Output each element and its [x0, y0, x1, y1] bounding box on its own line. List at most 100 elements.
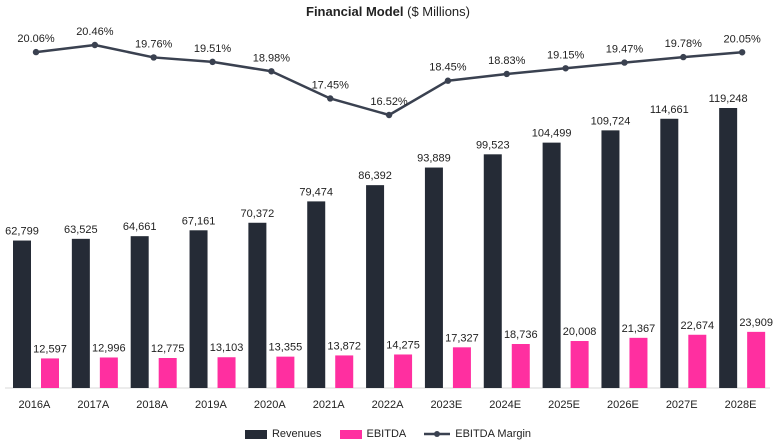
legend-item-margin: EBITDA Margin — [424, 428, 531, 440]
margin-point-2016A — [32, 48, 40, 56]
revenue-bar-2021A — [307, 201, 326, 388]
x-tick-label-2018A: 2018A — [136, 399, 168, 411]
revenue-bar-2028E — [719, 108, 738, 388]
margin-label-2019A: 19.51% — [194, 43, 232, 55]
ebitda-label-2018A: 12,775 — [151, 343, 185, 355]
margin-label-2023E: 18.45% — [429, 62, 467, 74]
revenue-label-2025E: 104,499 — [532, 128, 572, 140]
ebitda-label-2021A: 13,872 — [327, 340, 361, 352]
margin-label-2022A: 16.52% — [370, 96, 408, 108]
ebitda-bar-2024E — [511, 344, 530, 388]
legend-label-margin: EBITDA Margin — [455, 428, 532, 440]
margin-point-2026E — [621, 59, 628, 66]
revenue-bar-2024E — [483, 154, 502, 388]
margin-label-2028E: 20.05% — [723, 33, 761, 45]
margin-point-2017A — [91, 41, 99, 49]
revenue-label-2022A: 86,392 — [358, 170, 392, 182]
x-tick-label-2023E: 2023E — [430, 399, 462, 411]
ebitda-bar-2020A — [276, 356, 295, 388]
revenue-label-2023E: 93,889 — [417, 153, 451, 165]
revenue-bar-2017A — [71, 238, 90, 388]
revenue-bar-2023E — [424, 167, 443, 388]
margin-point-2023E — [444, 77, 452, 84]
legend-swatch-revenues — [244, 429, 267, 439]
revenue-bar-2020A — [248, 222, 267, 388]
margin-label-2018A: 19.76% — [135, 38, 173, 50]
revenue-bar-2016A — [13, 240, 31, 388]
ebitda-label-2016A: 12,597 — [33, 343, 67, 355]
x-tick-label-2022A: 2022A — [372, 399, 404, 411]
legend-label-revenues: Revenues — [271, 428, 322, 440]
ebitda-bar-2018A — [158, 358, 177, 388]
ebitda-bar-2027E — [688, 334, 707, 388]
ebitda-bar-2023E — [452, 347, 471, 388]
revenue-label-2016A: 62,799 — [5, 226, 39, 238]
revenue-label-2018A: 64,661 — [123, 221, 157, 233]
ebitda-bar-2028E — [747, 331, 766, 388]
margin-label-2021A: 17.45% — [312, 79, 350, 91]
x-tick-label-2016A: 2016A — [19, 399, 51, 411]
ebitda-label-2023E: 17,327 — [445, 332, 479, 344]
margin-point-2022A — [385, 111, 393, 119]
ebitda-label-2019A: 13,103 — [210, 342, 244, 354]
margin-label-2024E: 18.83% — [488, 55, 526, 67]
revenue-bar-2027E — [660, 118, 679, 388]
x-tick-label-2024E: 2024E — [489, 399, 521, 411]
revenue-label-2019A: 67,161 — [182, 215, 216, 227]
ebitda-label-2026E: 21,367 — [622, 323, 656, 335]
margin-label-2016A: 20.06% — [17, 33, 55, 45]
revenue-bar-2018A — [130, 236, 149, 388]
ebitda-label-2024E: 18,736 — [504, 329, 538, 341]
ebitda-label-2027E: 22,674 — [680, 320, 714, 332]
ebitda-label-2020A: 13,355 — [269, 342, 303, 354]
margin-point-2020A — [268, 68, 275, 75]
legend-swatch-ebitda — [339, 429, 362, 439]
margin-label-2026E: 19.47% — [606, 44, 644, 56]
margin-point-2024E — [503, 70, 510, 78]
legend-label-ebitda: EBITDA — [366, 428, 407, 440]
revenue-label-2028E: 119,248 — [709, 93, 748, 105]
revenue-label-2024E: 99,523 — [476, 139, 510, 151]
revenue-label-2021A: 79,474 — [299, 186, 333, 198]
x-tick-label-2019A: 2019A — [195, 399, 227, 411]
revenue-bar-2019A — [189, 230, 208, 388]
legend-item-revenues: Revenues — [244, 428, 322, 440]
x-tick-label-2020A: 2020A — [254, 399, 286, 411]
margin-point-2028E — [738, 49, 746, 56]
ebitda-label-2022A: 14,275 — [386, 339, 420, 351]
legend-swatch-margin — [424, 431, 451, 437]
chart-legend: Revenues EBITDA EBITDA Margin — [0, 428, 776, 440]
x-tick-label-2026E: 2026E — [607, 399, 639, 411]
ebitda-label-2028E: 23,909 — [739, 317, 773, 329]
chart-title-suffix: ($ Millions) — [407, 4, 470, 19]
revenue-bar-2022A — [366, 185, 385, 388]
margin-label-2017A: 20.46% — [76, 26, 114, 38]
margin-point-2021A — [327, 95, 334, 102]
x-tick-label-2028E: 2028E — [725, 399, 757, 411]
revenue-label-2026E: 109,724 — [591, 115, 631, 127]
margin-label-2025E: 19.15% — [547, 49, 585, 61]
x-tick-label-2025E: 2025E — [548, 399, 580, 411]
margin-label-2027E: 19.78% — [665, 38, 703, 50]
margin-point-2018A — [150, 54, 157, 61]
legend-item-ebitda: EBITDA — [339, 428, 407, 440]
revenue-bar-2025E — [542, 142, 561, 388]
ebitda-bar-2021A — [335, 355, 354, 388]
x-tick-label-2027E: 2027E — [666, 399, 698, 411]
ebitda-label-2017A: 12,996 — [92, 342, 126, 354]
revenue-bar-2026E — [601, 130, 620, 389]
margin-point-2025E — [562, 65, 569, 72]
margin-point-2027E — [680, 53, 687, 61]
ebitda-label-2025E: 20,008 — [563, 326, 597, 338]
margin-label-2020A: 18.98% — [253, 52, 291, 64]
ebitda-bar-2025E — [570, 341, 589, 388]
x-tick-label-2021A: 2021A — [313, 399, 345, 411]
x-tick-label-2017A: 2017A — [77, 399, 109, 411]
revenue-label-2027E: 114,661 — [650, 104, 689, 116]
chart-title: Financial Model ($ Millions) — [0, 4, 776, 19]
ebitda-bar-2022A — [394, 354, 413, 388]
revenue-label-2020A: 70,372 — [241, 208, 275, 220]
chart-title-main: Financial Model — [306, 4, 404, 19]
revenue-label-2017A: 63,525 — [64, 224, 98, 236]
